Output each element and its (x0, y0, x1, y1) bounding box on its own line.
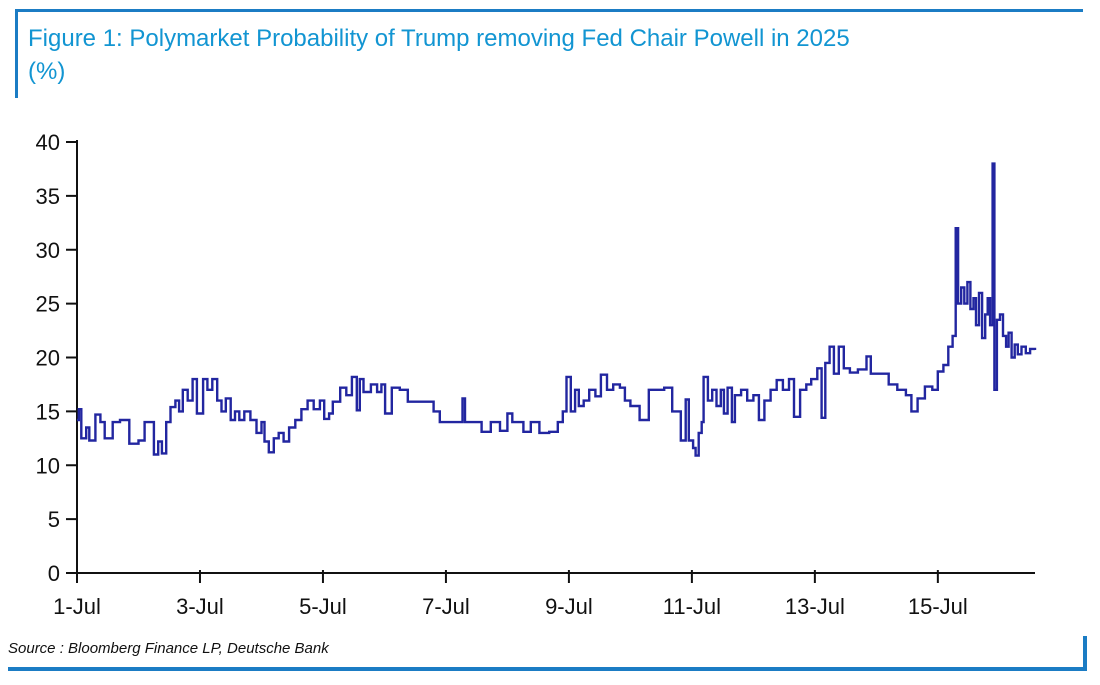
x-tick-label: 15-Jul (908, 594, 968, 619)
right-border (1083, 636, 1087, 671)
x-tick-label: 1-Jul (53, 594, 101, 619)
y-tick-label: 15 (36, 399, 60, 424)
probability-step-line (77, 162, 1037, 457)
x-tick-label: 11-Jul (663, 594, 721, 619)
x-tick-label: 7-Jul (422, 594, 470, 619)
x-tick-label: 13-Jul (785, 594, 845, 619)
y-tick-label: 5 (48, 507, 60, 532)
figure-title-text: Figure 1: Polymarket Probability of Trum… (28, 25, 850, 52)
y-tick-label: 10 (36, 453, 60, 478)
source-note: Source : Bloomberg Finance LP, Deutsche … (8, 640, 329, 657)
top-border (15, 9, 1083, 12)
y-tick-label: 0 (48, 561, 60, 586)
y-tick-label: 20 (36, 346, 60, 371)
y-tick-label: 40 (36, 130, 60, 155)
figure-title: Figure 1: Polymarket Probability of Trum… (28, 22, 1073, 88)
x-tick-label: 5-Jul (299, 594, 347, 619)
bottom-border (8, 667, 1087, 671)
figure-title-unit: (%) (28, 58, 66, 85)
y-tick-label: 30 (36, 238, 60, 263)
x-tick-label: 3-Jul (176, 594, 224, 619)
y-tick-label: 35 (36, 184, 60, 209)
x-tick-label: 9-Jul (545, 594, 593, 619)
y-tick-label: 25 (36, 292, 60, 317)
left-border (15, 9, 18, 98)
